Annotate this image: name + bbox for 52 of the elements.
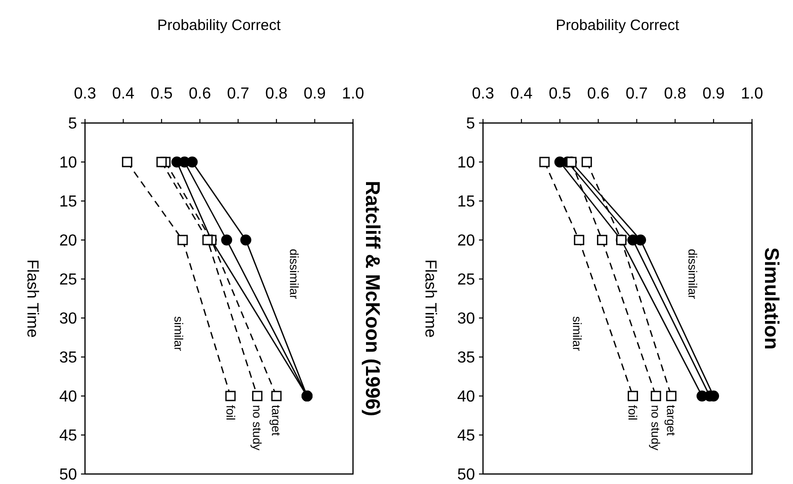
- x-tick-label: 0.3: [472, 86, 494, 103]
- y-tick-label: 25: [457, 272, 476, 289]
- text: foil: [223, 405, 238, 420]
- y-tick-label: 40: [59, 388, 78, 406]
- y-tick-label: 10: [457, 154, 476, 172]
- x-tick-label: 0.7: [227, 86, 250, 103]
- x-tick-label: 0.9: [304, 86, 326, 103]
- annotation: similar: [172, 316, 186, 351]
- y-tick-label: 45: [457, 428, 476, 445]
- y-tick-label: 25: [59, 272, 78, 289]
- y-tick-label: 35: [457, 350, 476, 367]
- x-tick-label: 0.8: [265, 86, 288, 103]
- y-axis-title: Flash Time: [421, 259, 438, 338]
- y-tick-label: 30: [59, 310, 78, 328]
- y-tick-label: 15: [457, 194, 476, 211]
- y-tick-label: 45: [59, 428, 78, 445]
- x-tick-label: 0.5: [548, 86, 572, 103]
- y-axis-title: Flash Time: [23, 259, 40, 338]
- y-tick-label: 30: [457, 310, 476, 328]
- x-tick-label: 1.0: [740, 86, 764, 103]
- text: Simulation: [760, 247, 782, 350]
- y-tick-label: 40: [457, 388, 476, 406]
- text: target: [664, 405, 678, 436]
- y-tick-label: 5: [466, 116, 476, 133]
- x-tick-label: 0.6: [587, 86, 610, 103]
- text: no study: [648, 405, 663, 450]
- annotation: dissimilar: [686, 248, 700, 299]
- x-tick-label: 0.7: [626, 86, 648, 103]
- text: foil: [626, 405, 640, 420]
- x-tick-label: 0.4: [112, 86, 135, 103]
- y-tick-label: 10: [59, 154, 78, 172]
- x-tick-label: 0.4: [510, 86, 533, 103]
- x-axis-title: Probability Correct: [157, 17, 282, 34]
- annotation: similar: [570, 316, 584, 351]
- y-tick-label: 50: [59, 466, 78, 484]
- text: Ratcliff & McKoon (1996): [361, 180, 383, 416]
- y-tick-label: 50: [457, 466, 476, 484]
- annotation: dissimilar: [286, 248, 301, 299]
- text: no study: [250, 405, 264, 450]
- x-tick-label: 0.3: [74, 86, 96, 103]
- x-axis-title: Probability Correct: [556, 17, 680, 34]
- y-tick-label: 20: [59, 232, 78, 250]
- x-tick-label: 0.9: [702, 86, 725, 103]
- y-tick-label: 5: [68, 116, 78, 133]
- x-tick-label: 0.5: [150, 86, 173, 103]
- x-tick-label: 1.0: [342, 86, 364, 103]
- y-tick-label: 35: [59, 350, 78, 367]
- x-tick-label: 0.8: [664, 86, 686, 103]
- x-tick-label: 0.6: [188, 86, 212, 103]
- y-tick-label: 20: [457, 232, 476, 250]
- y-tick-label: 15: [59, 194, 78, 211]
- text: target: [269, 405, 284, 436]
